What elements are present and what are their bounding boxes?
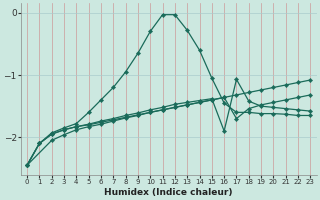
X-axis label: Humidex (Indice chaleur): Humidex (Indice chaleur) (104, 188, 233, 197)
